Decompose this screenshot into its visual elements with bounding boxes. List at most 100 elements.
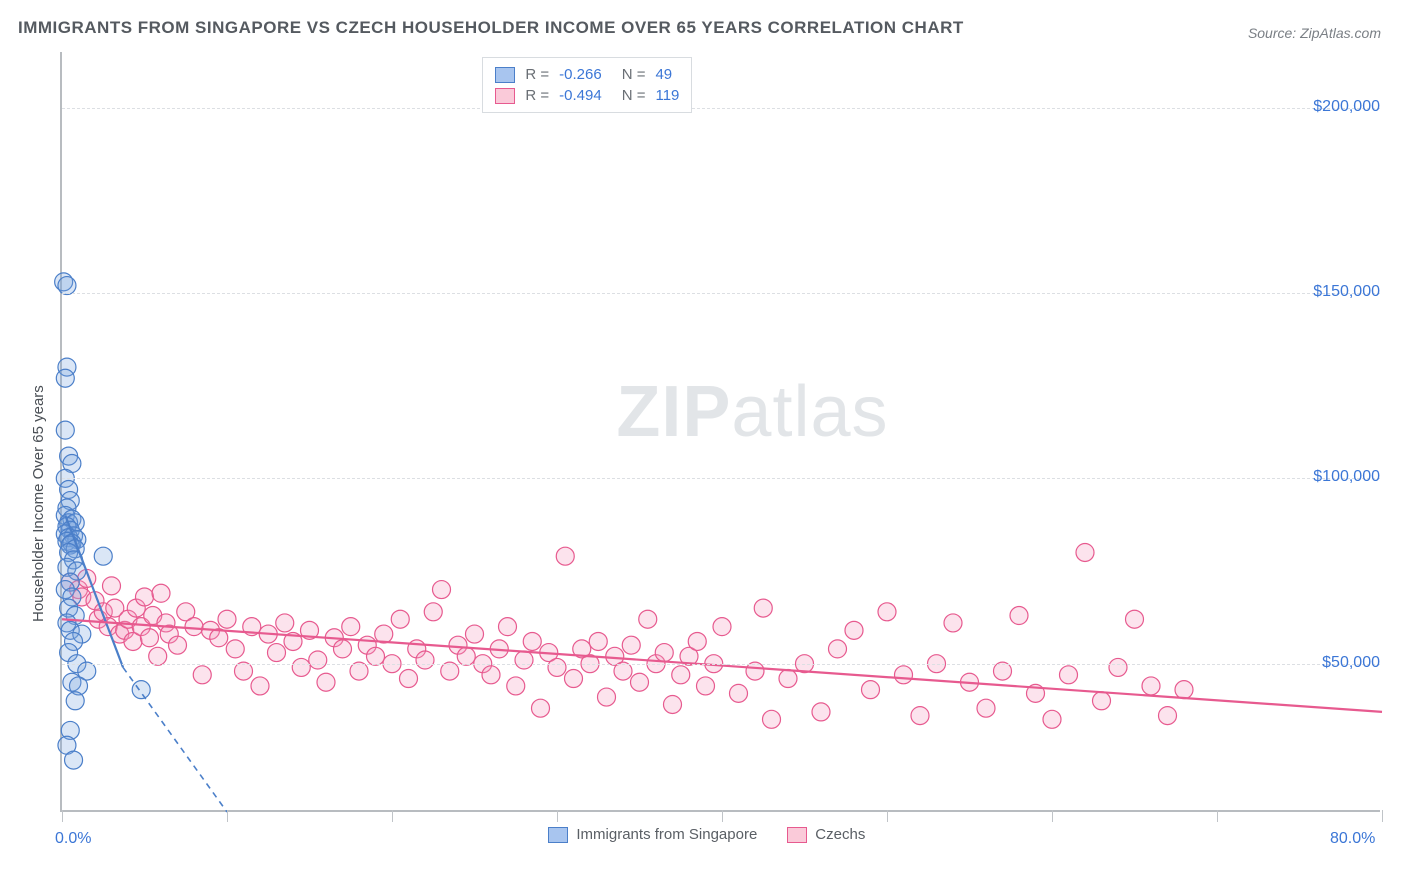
gridline-h <box>62 293 1380 294</box>
data-point <box>631 673 649 691</box>
x-tick <box>887 810 888 822</box>
data-point <box>746 662 764 680</box>
data-point <box>350 662 368 680</box>
data-point <box>499 618 517 636</box>
data-point <box>994 662 1012 680</box>
series-legend-label: Czechs <box>815 826 865 843</box>
data-point <box>845 621 863 639</box>
data-point <box>1010 607 1028 625</box>
data-point <box>911 707 929 725</box>
data-point <box>251 677 269 695</box>
data-point <box>235 662 253 680</box>
legend-r-label: R = <box>525 66 549 83</box>
gridline-h <box>62 108 1380 109</box>
data-point <box>56 369 74 387</box>
plot-area: ZIPatlas <box>60 52 1380 812</box>
x-tick <box>1052 810 1053 822</box>
data-point <box>763 710 781 728</box>
y-axis-label: Householder Income Over 65 years <box>30 385 47 622</box>
gridline-h <box>62 478 1380 479</box>
data-point <box>565 670 583 688</box>
x-end-label: 80.0% <box>1330 830 1375 848</box>
data-point <box>466 625 484 643</box>
data-point <box>268 644 286 662</box>
legend-r-label: R = <box>525 87 549 104</box>
trend-line <box>123 667 227 812</box>
y-tick-label: $50,000 <box>1290 654 1380 672</box>
data-point <box>132 681 150 699</box>
data-point <box>664 695 682 713</box>
series-legend: Immigrants from Singapore Czechs <box>548 826 865 843</box>
legend-n-value: 49 <box>655 66 672 83</box>
source-value: ZipAtlas.com <box>1300 25 1381 41</box>
series-legend-item: Czechs <box>787 826 865 843</box>
data-point <box>424 603 442 621</box>
data-point <box>614 662 632 680</box>
data-point <box>1175 681 1193 699</box>
data-point <box>1126 610 1144 628</box>
data-point <box>754 599 772 617</box>
data-point <box>878 603 896 621</box>
data-point <box>713 618 731 636</box>
source-attribution: Source: ZipAtlas.com <box>1248 25 1381 41</box>
legend-r-value: -0.494 <box>559 87 602 104</box>
data-point <box>556 547 574 565</box>
data-point <box>334 640 352 658</box>
x-tick <box>62 810 63 822</box>
data-point <box>218 610 236 628</box>
data-point <box>532 699 550 717</box>
legend-n-label: N = <box>622 87 646 104</box>
data-point <box>317 673 335 691</box>
data-point <box>58 277 76 295</box>
data-point <box>977 699 995 717</box>
data-point <box>697 677 715 695</box>
data-point <box>367 647 385 665</box>
data-point <box>1109 658 1127 676</box>
data-point <box>152 584 170 602</box>
series-legend-item: Immigrants from Singapore <box>548 826 757 843</box>
data-point <box>140 629 158 647</box>
data-point <box>56 421 74 439</box>
data-point <box>1159 707 1177 725</box>
data-point <box>400 670 418 688</box>
data-point <box>416 651 434 669</box>
data-point <box>523 632 541 650</box>
legend-row: R = -0.494 N = 119 <box>495 85 679 106</box>
x-tick <box>722 810 723 822</box>
y-tick-label: $100,000 <box>1290 468 1380 486</box>
data-point <box>622 636 640 654</box>
series-legend-label: Immigrants from Singapore <box>576 826 757 843</box>
data-point <box>103 577 121 595</box>
legend-swatch <box>548 827 568 843</box>
data-point <box>457 647 475 665</box>
data-point <box>276 614 294 632</box>
x-tick <box>392 810 393 822</box>
legend-n-value: 119 <box>655 87 679 104</box>
gridline-h <box>62 664 1380 665</box>
data-point <box>482 666 500 684</box>
legend-swatch <box>495 88 515 104</box>
data-point <box>193 666 211 684</box>
data-point <box>639 610 657 628</box>
legend-swatch <box>787 827 807 843</box>
x-tick <box>227 810 228 822</box>
chart-title: IMMIGRANTS FROM SINGAPORE VS CZECH HOUSE… <box>18 18 964 38</box>
data-point <box>812 703 830 721</box>
data-point <box>1060 666 1078 684</box>
data-point <box>895 666 913 684</box>
source-label: Source: <box>1248 25 1296 41</box>
data-point <box>779 670 797 688</box>
data-point <box>1043 710 1061 728</box>
legend-row: R = -0.266N = 49 <box>495 64 679 85</box>
data-point <box>185 618 203 636</box>
data-point <box>688 632 706 650</box>
data-point <box>1076 543 1094 561</box>
data-point <box>862 681 880 699</box>
legend-n-label: N = <box>622 66 646 83</box>
data-point <box>589 632 607 650</box>
scatter-svg <box>62 52 1382 812</box>
data-point <box>598 688 616 706</box>
data-point <box>829 640 847 658</box>
data-point <box>672 666 690 684</box>
data-point <box>65 751 83 769</box>
